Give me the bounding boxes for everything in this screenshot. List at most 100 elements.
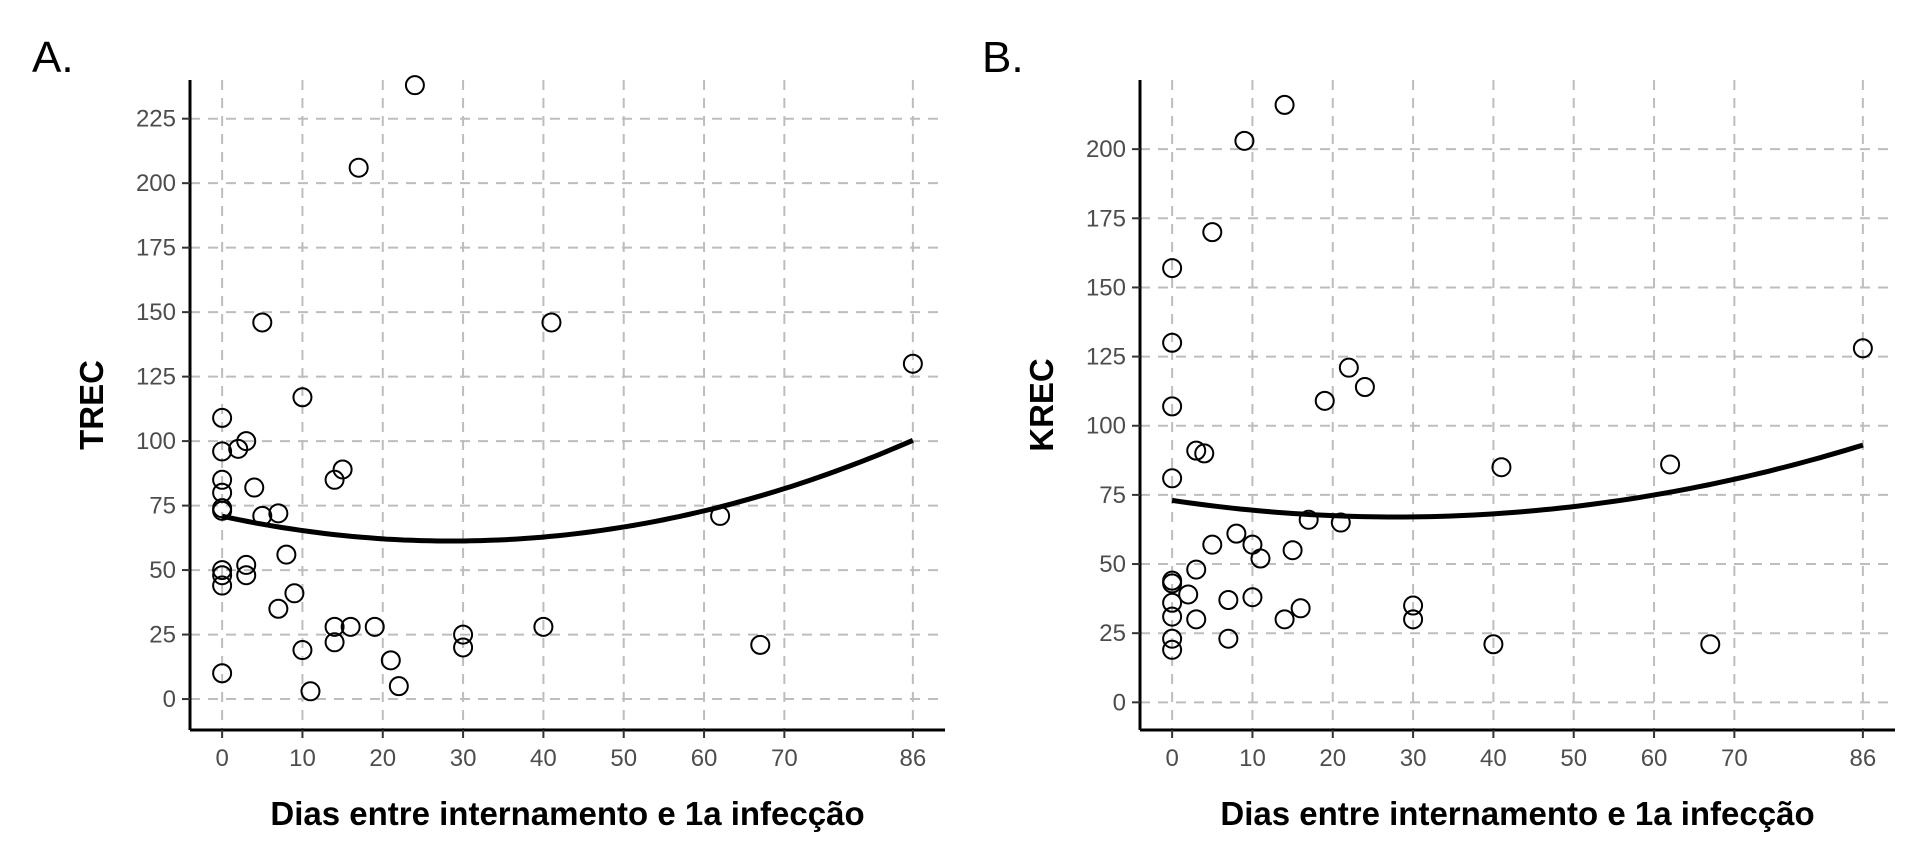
y-tick-label: 75 [1099, 482, 1126, 509]
x-tick-label: 20 [1319, 745, 1346, 772]
y-axis-title: KREC [1023, 358, 1060, 452]
data-point [1282, 540, 1303, 561]
data-point [212, 565, 233, 586]
data-point [236, 554, 257, 575]
data-point [212, 441, 233, 462]
data-point [1491, 457, 1512, 478]
data-point [324, 632, 345, 653]
x-tick-label: 0 [215, 745, 228, 772]
data-point [1274, 609, 1295, 630]
data-point [1218, 628, 1239, 649]
data-point [1290, 598, 1311, 619]
fit-curve [221, 438, 914, 544]
x-axis-title: Dias entre internamento e 1a infecção [1220, 795, 1814, 832]
data-point [324, 616, 345, 637]
y-tick-label: 0 [1113, 689, 1126, 716]
data-point [1162, 258, 1183, 279]
panel-a: A. 0 10 20 30 40 50 60 70 86 0 25 50 75 100 125 150 175 20… [32, 33, 945, 832]
y-tick-label: 50 [1099, 551, 1126, 578]
gridlines [190, 80, 945, 730]
x-tick-label: 60 [1641, 745, 1668, 772]
x-tick-label: 10 [1239, 745, 1266, 772]
data-point [1226, 523, 1247, 544]
data-point [453, 637, 474, 658]
y-tick-label: 0 [163, 686, 176, 713]
x-tick-label: 0 [1165, 745, 1178, 772]
y-tick-label: 50 [149, 557, 176, 584]
data-point [1700, 634, 1721, 655]
data-point [244, 477, 265, 498]
data-point [1234, 130, 1255, 151]
data-point [212, 663, 233, 684]
data-point [236, 565, 257, 586]
x-tick-label: 70 [771, 745, 798, 772]
data-point [212, 407, 233, 428]
gridlines [1140, 80, 1895, 730]
data-point [1162, 468, 1183, 489]
y-tick-label: 175 [1086, 205, 1126, 232]
data-point [252, 312, 273, 333]
data-point [1202, 534, 1223, 555]
data-point [1186, 440, 1207, 461]
data-points [212, 75, 923, 702]
x-tick-label: 60 [691, 745, 718, 772]
data-point [1403, 609, 1424, 630]
data-point [1403, 595, 1424, 616]
data-point [284, 583, 305, 604]
data-points [1162, 94, 1873, 660]
data-point [1186, 559, 1207, 580]
data-point [380, 650, 401, 671]
y-tick-label: 25 [1099, 620, 1126, 647]
data-point [212, 469, 233, 490]
x-tick-label: 86 [1850, 745, 1877, 772]
data-point [750, 634, 771, 655]
data-point [340, 616, 361, 637]
panel-b: B. 0 10 20 30 40 50 60 70 86 0 25 50 75 100 125 150 175 20… [982, 33, 1895, 832]
data-point [404, 75, 425, 96]
x-tick-label: 30 [1400, 745, 1427, 772]
data-point [332, 459, 353, 480]
fit-curve [1171, 442, 1864, 520]
x-tick-label: 50 [1560, 745, 1587, 772]
data-point [364, 616, 385, 637]
y-tick-label: 225 [136, 106, 176, 133]
y-tick-label: 75 [149, 493, 176, 520]
panel-letter-b: B. [982, 33, 1024, 82]
x-tick-label: 40 [530, 745, 557, 772]
data-point [276, 544, 297, 565]
x-tick-label: 30 [450, 745, 477, 772]
data-point [1274, 94, 1295, 115]
data-point [1483, 634, 1504, 655]
data-point [1218, 590, 1239, 610]
data-point [1298, 509, 1319, 530]
data-point [292, 387, 313, 408]
data-point [212, 560, 233, 581]
x-axis-title: Dias entre internamento e 1a infecção [270, 795, 864, 832]
y-tick-label: 150 [136, 299, 176, 326]
data-point [1186, 609, 1207, 630]
y-tick-label: 200 [1086, 136, 1126, 163]
data-point [1162, 639, 1183, 660]
data-point [1314, 390, 1335, 411]
data-point [1250, 548, 1271, 569]
data-point [292, 640, 313, 661]
data-point [1178, 584, 1199, 605]
data-point [236, 431, 257, 452]
data-point [300, 681, 321, 702]
x-tick-label: 50 [610, 745, 637, 772]
data-point [212, 575, 233, 596]
data-point [533, 616, 554, 637]
y-tick-label: 200 [136, 170, 176, 197]
data-point [1852, 338, 1873, 359]
data-point [1660, 454, 1681, 475]
data-point [1162, 573, 1183, 594]
y-tick-label: 100 [136, 428, 176, 455]
y-tick-label: 125 [136, 364, 176, 391]
data-point [1162, 606, 1183, 627]
x-tick-label: 86 [900, 745, 927, 772]
data-point [1162, 592, 1183, 613]
y-tick-label: 150 [1086, 274, 1126, 301]
data-point [1202, 222, 1223, 243]
data-point [268, 598, 289, 619]
